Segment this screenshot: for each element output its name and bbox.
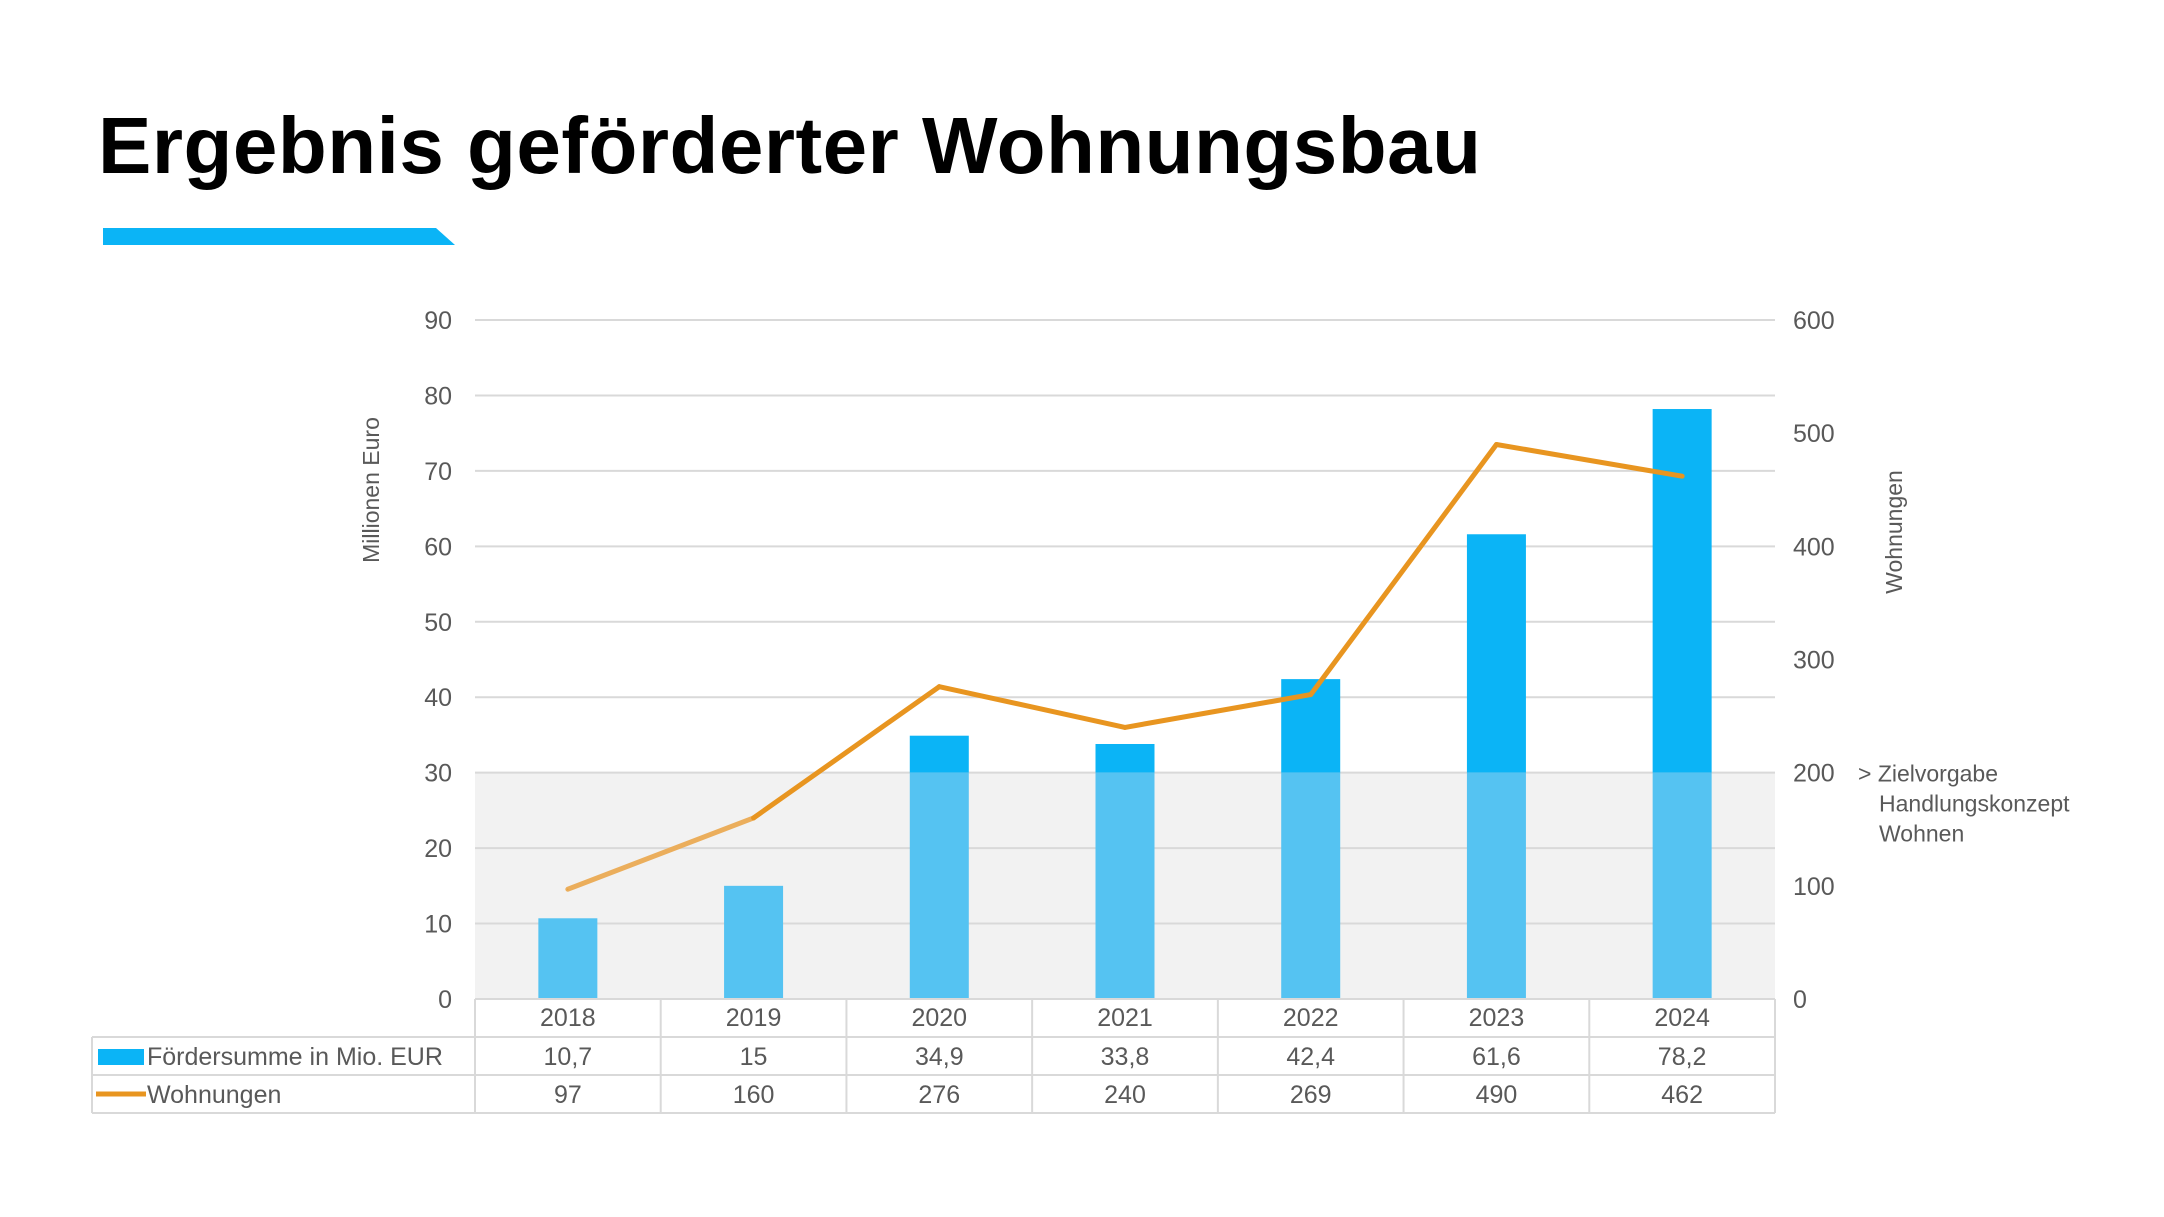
line-point-2023 xyxy=(1495,443,1497,445)
target-annotation-line: Handlungskonzept xyxy=(1879,791,2070,817)
page-title: Ergebnis geförderter Wohnungsbau xyxy=(98,101,1482,190)
y-left-tick-label: 80 xyxy=(424,382,452,410)
bar-2021 xyxy=(1095,743,1155,999)
table-value-wohnungen: 240 xyxy=(1104,1081,1146,1109)
y-left-tick-label: 70 xyxy=(424,458,452,486)
y-right-axis-title: Wohnungen xyxy=(1881,470,1907,594)
line-segment-wohnungen xyxy=(1122,692,1314,730)
bar-segment-above-target xyxy=(1466,534,1526,773)
x-tick-label: 2023 xyxy=(1469,1004,1525,1032)
table-value-foerdersumme: 15 xyxy=(740,1043,768,1071)
target-annotation-line: > Zielvorgabe xyxy=(1858,761,1998,787)
line-segment-wohnungen xyxy=(565,815,757,892)
bar-2022 xyxy=(1281,679,1341,999)
y-right-tick-label: 500 xyxy=(1793,420,1835,448)
y-left-tick-label: 50 xyxy=(424,609,452,637)
table-value-wohnungen: 276 xyxy=(918,1081,960,1109)
y-right-tick-label: 200 xyxy=(1793,760,1835,788)
y-left-tick-label: 90 xyxy=(424,307,452,335)
y-right-tick-label: 300 xyxy=(1793,647,1835,675)
x-tick-label: 2021 xyxy=(1097,1004,1153,1032)
bar-segment-within-target xyxy=(909,772,969,999)
title-accent-bar xyxy=(103,228,455,245)
y-right-tick-label: 400 xyxy=(1793,533,1835,561)
y-right-tick-label: 600 xyxy=(1793,307,1835,335)
x-tick-label: 2019 xyxy=(726,1004,782,1032)
y-right-tick-label: 0 xyxy=(1793,986,1807,1014)
x-tick-label: 2022 xyxy=(1283,1004,1339,1032)
bar-segment-within-target xyxy=(1095,772,1155,999)
bar-2019 xyxy=(724,885,784,999)
bar-segment-within-target xyxy=(1466,772,1526,999)
line-segment-wohnungen xyxy=(751,684,942,821)
y-left-tick-label: 10 xyxy=(424,911,452,939)
line-segment-wohnungen xyxy=(1493,441,1685,479)
bar-segment-within-target xyxy=(1281,772,1341,999)
line-point-2022 xyxy=(1310,694,1312,696)
table-value-wohnungen: 490 xyxy=(1476,1081,1518,1109)
y-left-tick-label: 0 xyxy=(438,986,452,1014)
legend-label-wohnungen: Wohnungen xyxy=(147,1081,281,1109)
line-segment-wohnungen xyxy=(936,684,1128,730)
legend-label-foerdersumme: Fördersumme in Mio. EUR xyxy=(147,1043,443,1071)
y-left-tick-label: 60 xyxy=(424,533,452,561)
legend-key-foerdersumme xyxy=(98,1049,144,1065)
line-point-2018 xyxy=(567,888,569,890)
bar-segment-within-target xyxy=(1652,772,1712,999)
line-point-2021 xyxy=(1124,726,1126,728)
y-left-axis-title: Millionen Euro xyxy=(358,417,384,563)
bar-segment-above-target xyxy=(1652,409,1712,773)
bar-segment-above-target xyxy=(1095,743,1155,773)
table-value-foerdersumme: 78,2 xyxy=(1658,1043,1707,1071)
y-left-tick-label: 30 xyxy=(424,760,452,788)
table-value-wohnungen: 160 xyxy=(733,1081,775,1109)
table-value-foerdersumme: 34,9 xyxy=(915,1043,964,1071)
table-value-foerdersumme: 61,6 xyxy=(1472,1043,1521,1071)
x-tick-label: 2020 xyxy=(911,1004,967,1032)
bar-2018 xyxy=(538,918,598,999)
y-right-tick-label: 100 xyxy=(1793,873,1835,901)
y-left-tick-label: 20 xyxy=(424,835,452,863)
line-point-2020 xyxy=(938,686,940,688)
bar-2023 xyxy=(1466,534,1526,999)
bar-2024 xyxy=(1652,409,1712,999)
bar-segment-within-target xyxy=(724,885,784,999)
y-left-tick-label: 40 xyxy=(424,684,452,712)
table-value-foerdersumme: 10,7 xyxy=(544,1043,593,1071)
x-tick-label: 2024 xyxy=(1654,1004,1710,1032)
table-value-foerdersumme: 42,4 xyxy=(1286,1043,1335,1071)
table-value-wohnungen: 462 xyxy=(1661,1081,1703,1109)
line-point-2024 xyxy=(1681,475,1683,477)
line-point-2019 xyxy=(753,817,755,819)
table-value-foerdersumme: 33,8 xyxy=(1101,1043,1150,1071)
table-value-wohnungen: 269 xyxy=(1290,1081,1332,1109)
target-annotation-line: Wohnen xyxy=(1879,821,1964,847)
bar-segment-within-target xyxy=(538,918,598,999)
line-segment-wohnungen xyxy=(1308,441,1499,698)
bar-2020 xyxy=(909,735,969,999)
x-tick-label: 2018 xyxy=(540,1004,596,1032)
table-value-wohnungen: 97 xyxy=(554,1081,582,1109)
bar-segment-above-target xyxy=(909,735,969,773)
